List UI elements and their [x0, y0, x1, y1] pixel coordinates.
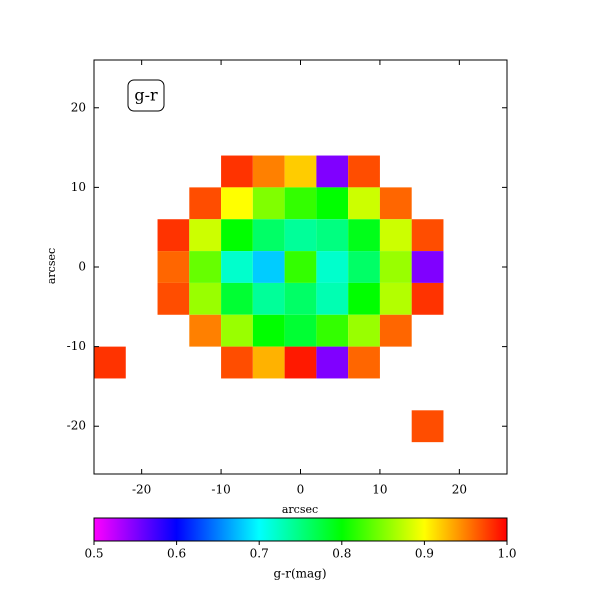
pixel [221, 282, 253, 315]
colorbar [93, 517, 508, 542]
pixel [348, 282, 380, 315]
pixel [221, 251, 253, 283]
x-tick-label: 0 [297, 483, 305, 497]
pixel [221, 346, 253, 379]
pixel [379, 251, 412, 283]
pixel [348, 219, 380, 252]
pixel [189, 219, 222, 252]
pixel [252, 314, 285, 347]
pixel [316, 155, 349, 188]
pixel [348, 314, 380, 347]
pixel [348, 251, 380, 283]
pixel [221, 155, 253, 188]
colorbar-tick-label: 0.5 [84, 547, 103, 561]
y-axis-label: arcsec [45, 248, 58, 284]
colorbar-tick-label: 1.0 [497, 547, 516, 561]
pixel [348, 155, 380, 188]
pixel [284, 155, 317, 188]
pixel [189, 282, 222, 315]
x-tick-label: 10 [372, 483, 387, 497]
y-tick-label: 20 [71, 100, 86, 114]
pixel [284, 187, 317, 220]
y-tick-label: -10 [67, 339, 86, 353]
y-tick-label: -20 [67, 419, 86, 433]
pixel [252, 346, 285, 379]
x-tick-label: 20 [452, 483, 467, 497]
pixel [379, 219, 412, 252]
colorbar-tick-label: 0.8 [332, 547, 351, 561]
pixel [284, 282, 317, 315]
pixel [379, 187, 412, 220]
pixel [221, 314, 253, 347]
pixel [94, 346, 126, 379]
pixel [316, 346, 349, 379]
pixel [411, 219, 444, 252]
pixel [157, 251, 190, 283]
annotation: g-r [134, 86, 158, 105]
pixel [411, 410, 444, 443]
image [94, 155, 444, 443]
x-axis-label: arcsec [282, 503, 318, 516]
pixel [316, 187, 349, 220]
pixel [252, 282, 285, 315]
pixel [379, 314, 412, 347]
pixel [411, 251, 444, 283]
pixel [284, 346, 317, 379]
pixel [284, 314, 317, 347]
colorbar-tick-label: 0.9 [415, 547, 434, 561]
x-tick-label: -20 [132, 483, 151, 497]
pixel [348, 187, 380, 220]
pixel [157, 282, 190, 315]
x-tick-label: -10 [211, 483, 230, 497]
pixel [316, 219, 349, 252]
pixel [379, 282, 412, 315]
pixel [157, 219, 190, 252]
annotation-box [127, 79, 165, 112]
pixel [252, 251, 285, 283]
pixel [189, 187, 222, 220]
pixel [189, 314, 222, 347]
pixel [411, 282, 444, 315]
pixel [221, 187, 253, 220]
pixel [316, 282, 349, 315]
colorbar-tick-label: 0.7 [250, 547, 269, 561]
pixel [189, 251, 222, 283]
pixel [284, 251, 317, 283]
pixel [252, 219, 285, 252]
pixel [316, 251, 349, 283]
colorbar-tick-label: 0.6 [167, 547, 186, 561]
pixel [252, 155, 285, 188]
y-tick-label: 10 [71, 180, 86, 194]
pixel [348, 346, 380, 379]
pixel [252, 187, 285, 220]
y-tick-label: 0 [78, 260, 86, 274]
pixel [316, 314, 349, 347]
pixel [284, 219, 317, 252]
pixel [221, 219, 253, 252]
colorbar-label: g-r(mag) [273, 567, 326, 581]
